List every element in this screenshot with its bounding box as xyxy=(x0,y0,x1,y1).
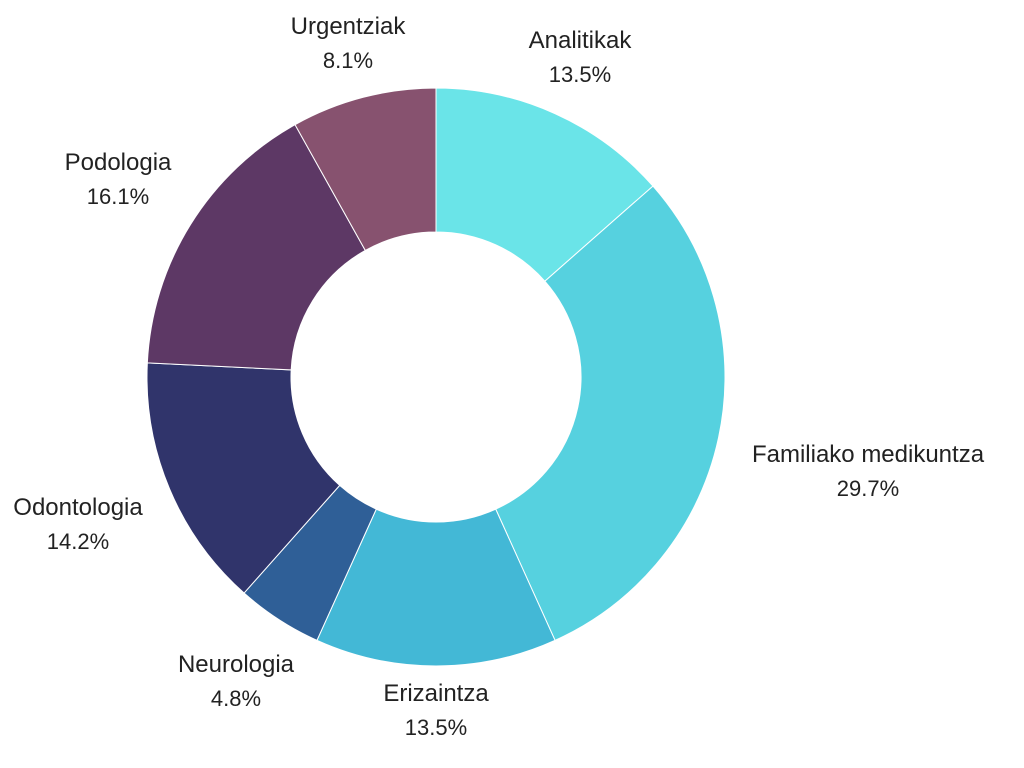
slice-label-familiako-medikuntza: Familiako medikuntza xyxy=(752,441,985,468)
donut-slice-podologia xyxy=(146,124,366,371)
donut-slice-familiako-medikuntza xyxy=(495,185,726,642)
donut-slice-analitikak xyxy=(435,87,654,282)
slice-label-urgentziak: Urgentziak xyxy=(291,13,407,40)
slice-label-neurologia: Neurologia xyxy=(178,651,295,678)
slice-value-erizaintza: 13.5% xyxy=(405,715,467,740)
slice-value-odontologia: 14.2% xyxy=(47,529,109,554)
donut-slice-erizaintza xyxy=(316,508,556,667)
slice-label-analitikak: Analitikak xyxy=(529,27,633,54)
donut-slice-urgentziak xyxy=(294,87,437,252)
slice-value-familiako-medikuntza: 29.7% xyxy=(837,476,899,501)
slice-label-podologia: Podologia xyxy=(65,149,172,176)
slice-value-podologia: 16.1% xyxy=(87,184,149,209)
donut-slice-odontologia xyxy=(146,362,341,594)
slice-label-erizaintza: Erizaintza xyxy=(383,680,489,707)
slice-label-odontologia: Odontologia xyxy=(13,494,143,521)
slice-value-urgentziak: 8.1% xyxy=(323,48,373,73)
slice-value-analitikak: 13.5% xyxy=(549,62,611,87)
slice-value-neurologia: 4.8% xyxy=(211,686,261,711)
